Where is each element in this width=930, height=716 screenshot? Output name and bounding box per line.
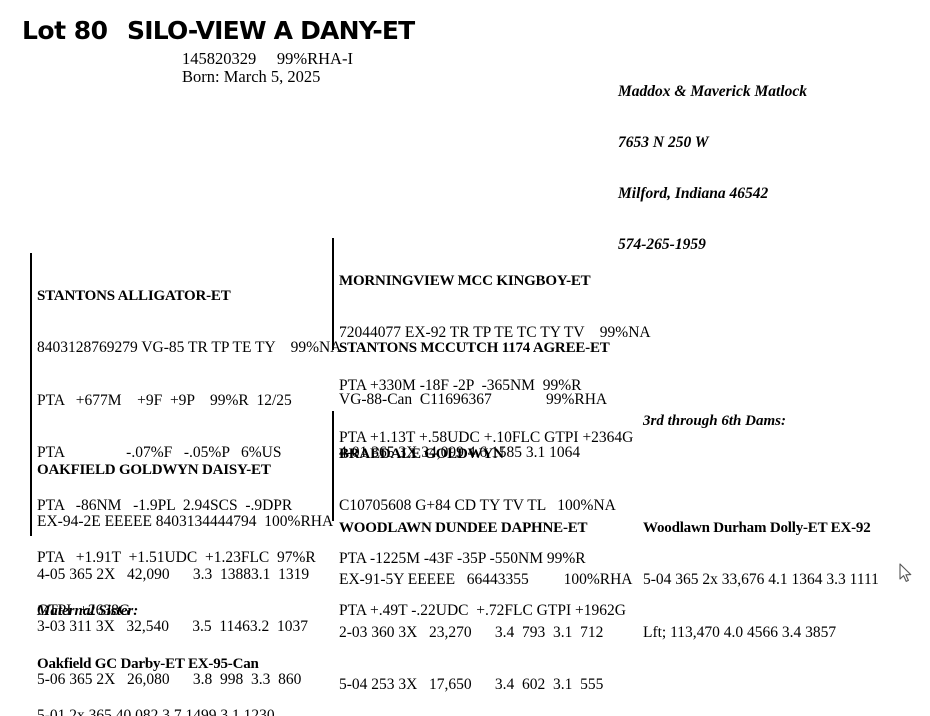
dam-line: 4-05 365 2X 42,090 3.3 13883.1 1319 — [37, 565, 310, 583]
sire-dam-line: 4-01 365 3X 34,099 4.6 1585 3.1 1064 — [339, 443, 581, 461]
sire-sire-line: 72044077 EX-92 TR TP TE TC TY TV 99%NA — [339, 324, 651, 341]
further-dam-record: 5-04 365 2x 33,676 4.1 1364 3.3 1111 — [643, 571, 879, 588]
consignor-name: Maddox & Maverick Matlock — [618, 83, 807, 100]
sire-dam-name: STANTONS MCCUTCH 1174 AGREE-ET — [339, 340, 610, 356]
dam-dam-line: EX-91-5Y EEEEE 66443355 100%RHA — [339, 571, 633, 588]
sire-line: PTA +1.91T +1.51UDC +1.23FLC 97%R — [37, 549, 316, 566]
further-dam-entry: Woodlawn Durham Dolly-ET EX-92 5-04 365 … — [643, 484, 880, 677]
mouse-cursor — [899, 563, 913, 583]
further-dams-heading: 3rd through 6th Dams: — [643, 413, 786, 429]
sire-parents-bracket-rule — [332, 238, 334, 350]
sire-line: GTPI +2638G — [37, 601, 131, 619]
dam-sire-line: PTA +.49T -.22UDC +.72FLC GTPI +1962G — [339, 602, 626, 619]
lot-number: Lot 80 — [22, 16, 108, 45]
dam-sire-name: BRAEDALE GOLDWYN — [339, 446, 504, 462]
dam-dam-line: 2-03 360 3X 23,270 3.4 793 3.1 712 — [339, 623, 604, 641]
sire-sire-line: PTA +1.13T +.58UDC +.10FLC GTPI +2364G — [339, 429, 634, 446]
dam-dam-block: WOODLAWN DUNDEE DAPHNE-ET EX-91-5Y EEEEE… — [339, 484, 632, 716]
consignor-address: 7653 N 250 W — [618, 134, 709, 151]
sire-bracket-rule — [30, 253, 32, 433]
sire-line: PTA +677M +9F +9P 99%R 12/25 — [37, 391, 292, 409]
consignor-block: Maddox & Maverick Matlock 7653 N 250 W M… — [618, 49, 807, 287]
sire-line: PTA -86NM -1.9PL 2.94SCS -.9DPR — [37, 496, 293, 514]
dam-line: 3-03 311 3X 32,540 3.5 11463.2 1037 — [37, 618, 308, 635]
sire-line: PTA -.07%F -.05%P 6%US — [37, 444, 282, 461]
dam-line: EX-94-2E EEEEE 8403134444794 100%RHA — [37, 513, 334, 530]
registration-number: 145820329 99%RHA-I — [182, 49, 353, 68]
dam-bracket-rule — [30, 433, 32, 536]
further-dams-block: 3rd through 6th Dams: Woodlawn Durham Do… — [643, 377, 880, 716]
sire-block: STANTONS ALLIGATOR-ET 8403128769279 VG-8… — [37, 252, 341, 655]
sire-sire-block: MORNINGVIEW MCC KINGBOY-ET 72044077 EX-9… — [339, 237, 651, 483]
maternal-sister-heading: Maternal Sister: — [37, 603, 139, 619]
dam-dam-name: WOODLAWN DUNDEE DAPHNE-ET — [339, 520, 588, 536]
dam-parents-bracket-rule — [332, 411, 334, 521]
maternal-sister-name: Oakfield GC Darby-ET EX-95-Can — [37, 656, 259, 672]
consignor-phone: 574-265-1959 — [618, 236, 706, 253]
sire-line: 8403128769279 VG-85 TR TP TE TY 99%NA — [37, 339, 342, 356]
sire-sire-line: PTA +330M -18F -2P -365NM 99%R — [339, 376, 582, 394]
maternal-sister-block: Maternal Sister: Oakfield GC Darby-ET EX… — [37, 567, 325, 716]
dam-name: OAKFIELD GOLDWYN DAISY-ET — [37, 462, 271, 478]
dam-block: OAKFIELD GOLDWYN DAISY-ET EX-94-2E EEEEE… — [37, 426, 333, 716]
sire-dam-block: STANTONS MCCUTCH 1174 AGREE-ET VG-88-Can… — [339, 304, 610, 497]
further-dam-name: Woodlawn Durham Dolly-ET EX-92 — [643, 520, 871, 536]
consignor-city-state-zip: Milford, Indiana 46542 — [618, 185, 769, 202]
sire-sire-name: MORNINGVIEW MCC KINGBOY-ET — [339, 273, 591, 289]
dam-sire-block: BRAEDALE GOLDWYN C10705608 G+84 CD TY TV… — [339, 410, 626, 656]
sire-name: STANTONS ALLIGATOR-ET — [37, 288, 231, 304]
maternal-sister-line: 5-01 2x 365 40,082 3.7 1499 3.1 1230 — [37, 707, 275, 716]
dam-sire-line: PTA -1225M -43F -35P -550NM 99%R — [339, 549, 586, 567]
dam-line: 5-06 365 2X 26,080 3.8 998 3.3 860 — [37, 670, 302, 688]
birth-date: Born: March 5, 2025 — [182, 67, 321, 86]
dam-dam-line: 5-04 253 3X 17,650 3.4 602 3.1 555 — [339, 676, 604, 693]
further-dam-record: Lft; 113,470 4.0 4566 3.4 3857 — [643, 623, 837, 641]
dam-sire-line: C10705608 G+84 CD TY TV TL 100%NA — [339, 497, 616, 514]
animal-name: SILO-VIEW A DANY-ET — [127, 16, 415, 45]
sire-dam-line: VG-88-Can C11696367 99%RHA — [339, 391, 608, 408]
